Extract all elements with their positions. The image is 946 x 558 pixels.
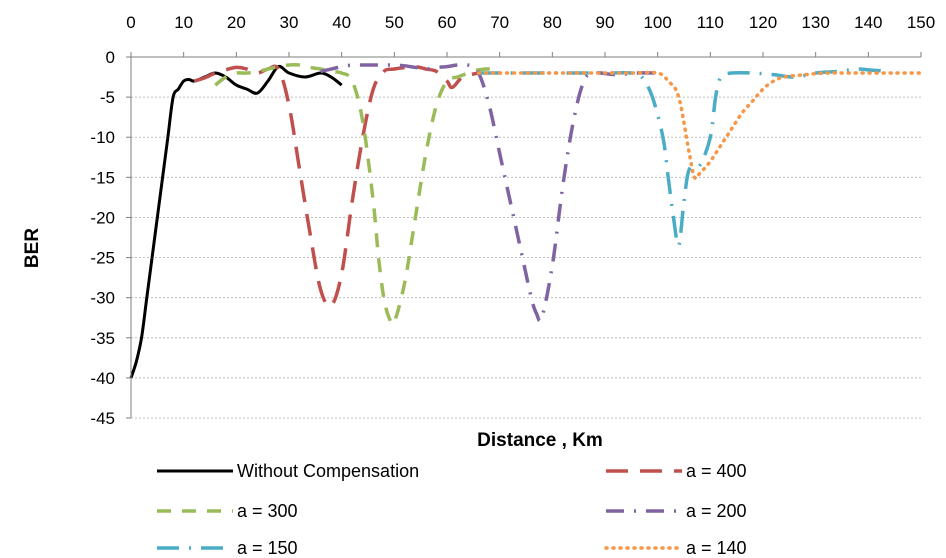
legend-label-a-300: a = 300 (237, 501, 298, 521)
y-tick-label: -5 (100, 88, 115, 107)
y-tick-label: -10 (90, 128, 115, 147)
x-tick-label: 40 (332, 13, 351, 32)
x-tick-label: 90 (596, 13, 615, 32)
y-tick-label: -30 (90, 289, 115, 308)
legend: Without Compensation a = 400 a = 300 a = 20… (157, 461, 747, 558)
axes: 0 -5 -10 -15 -20 -25 -30 -35 -40 -45 0 10 20 30 40 50 60… (90, 13, 935, 428)
x-tick-label: 20 (227, 13, 246, 32)
y-tick-label: -45 (90, 409, 115, 428)
x-tick-label: 60 (438, 13, 457, 32)
legend-label-a-400: a = 400 (686, 461, 747, 481)
x-tick-label: 10 (174, 13, 193, 32)
x-tick-label: 110 (697, 13, 724, 32)
y-tick-label: -35 (90, 329, 115, 348)
y-tick-label: 0 (106, 48, 115, 67)
series-line-a-400 (193, 64, 480, 308)
y-tick-label: -40 (90, 369, 115, 388)
y-tick-label: -20 (90, 208, 115, 227)
legend-label-without-compensation: Without Compensation (237, 461, 419, 481)
legend-label-a-140: a = 140 (686, 538, 747, 558)
x-tick-label: 0 (126, 13, 135, 32)
gridlines (131, 96, 921, 419)
series-line-a-140 (476, 70, 923, 181)
legend-label-a-150: a = 150 (237, 538, 298, 558)
x-tick-label: 150 (907, 13, 935, 32)
legend-label-a-200: a = 200 (686, 501, 747, 521)
x-tick-label: 80 (543, 13, 562, 32)
series-line-a-150 (478, 67, 890, 248)
x-tick-label: 100 (643, 13, 671, 32)
x-tick-label: 140 (854, 13, 882, 32)
y-axis-title: BER (22, 228, 43, 268)
y-tick-label: -25 (90, 249, 115, 268)
x-tick-label: 120 (749, 13, 777, 32)
x-axis-title: Distance , Km (477, 430, 603, 451)
series-line-without-compensation (129, 64, 343, 379)
y-tick-label: -15 (90, 168, 115, 187)
x-tick-label: 130 (801, 13, 829, 32)
x-tick-label: 30 (280, 13, 299, 32)
series-line-a-300 (214, 63, 501, 326)
series-lines (129, 62, 923, 379)
x-tick-label: 70 (490, 13, 509, 32)
x-tick-label: 50 (385, 13, 404, 32)
